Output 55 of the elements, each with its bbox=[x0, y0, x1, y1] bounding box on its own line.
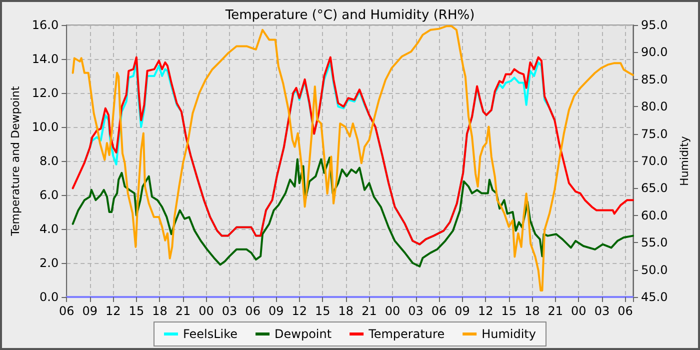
y2-tick-label: 80.0 bbox=[641, 100, 668, 114]
line-series bbox=[72, 56, 634, 246]
y-tick-label: 0.0 bbox=[40, 290, 59, 304]
x-tick-label: 03 bbox=[594, 304, 610, 318]
y-tick-label: 10.0 bbox=[32, 120, 59, 134]
x-tick-label: 06 bbox=[618, 304, 633, 318]
y-axis-title: Temperature and Dewpoint bbox=[9, 85, 22, 237]
y-tick-label: 12.0 bbox=[32, 86, 59, 100]
y2-tick-label: 55.0 bbox=[641, 236, 668, 250]
y-tick-label: 16.0 bbox=[32, 18, 59, 32]
y2-tick-label: 70.0 bbox=[641, 154, 668, 168]
y-tick-label: 14.0 bbox=[32, 52, 59, 66]
y2-axis-title: Humidity bbox=[678, 136, 691, 186]
x-tick-label: 06 bbox=[245, 304, 260, 318]
x-tick-label: 00 bbox=[198, 304, 214, 318]
y2-tick-label: 45.0 bbox=[641, 290, 668, 304]
x-tick-label: 12 bbox=[106, 304, 121, 318]
x-tick-label: 00 bbox=[571, 304, 586, 318]
x-tick-label: 18 bbox=[152, 304, 168, 318]
legend-label: FeelsLike bbox=[183, 327, 238, 341]
chart-title: Temperature (°C) and Humidity (RH%) bbox=[224, 8, 475, 23]
x-tick-label: 15 bbox=[315, 304, 330, 318]
y-tick-label: 2.0 bbox=[40, 256, 59, 270]
x-tick-label: 21 bbox=[175, 304, 191, 318]
x-tick-label: 15 bbox=[501, 304, 516, 318]
y-tick-label: 6.0 bbox=[40, 188, 59, 202]
x-tick-label: 15 bbox=[128, 304, 144, 318]
x-tick-label: 12 bbox=[292, 304, 308, 318]
x-tick-label: 09 bbox=[82, 304, 98, 318]
x-tick-label: 03 bbox=[408, 304, 424, 318]
line-series bbox=[72, 25, 634, 292]
legend-label: Temperature bbox=[368, 327, 445, 341]
x-tick-label: 21 bbox=[362, 304, 377, 318]
y-tick-label: 8.0 bbox=[40, 154, 59, 168]
x-tick-label: 06 bbox=[431, 304, 447, 318]
x-tick-label: 06 bbox=[58, 304, 74, 318]
x-tick-label: 18 bbox=[338, 304, 354, 318]
x-tick-label: 12 bbox=[478, 304, 494, 318]
x-tick-label: 21 bbox=[548, 304, 564, 318]
legend-label: Dewpoint bbox=[274, 327, 332, 341]
y-tick-label: 4.0 bbox=[40, 222, 59, 236]
y2-tick-label: 60.0 bbox=[641, 208, 668, 222]
y2-tick-label: 90.0 bbox=[641, 45, 668, 60]
x-tick-label: 03 bbox=[222, 304, 238, 318]
x-tick-label: 09 bbox=[268, 304, 284, 318]
y2-tick-label: 95.0 bbox=[641, 18, 668, 32]
y2-tick-label: 65.0 bbox=[641, 181, 668, 196]
line-series bbox=[72, 156, 634, 268]
x-tick-label: 09 bbox=[454, 304, 470, 318]
x-tick-label: 00 bbox=[384, 304, 400, 318]
legend-label: Humidity bbox=[482, 327, 536, 341]
y2-tick-label: 50.0 bbox=[641, 262, 668, 277]
y2-tick-label: 85.0 bbox=[641, 72, 668, 86]
x-tick-label: 18 bbox=[524, 304, 540, 318]
y2-tick-label: 75.0 bbox=[641, 126, 668, 141]
